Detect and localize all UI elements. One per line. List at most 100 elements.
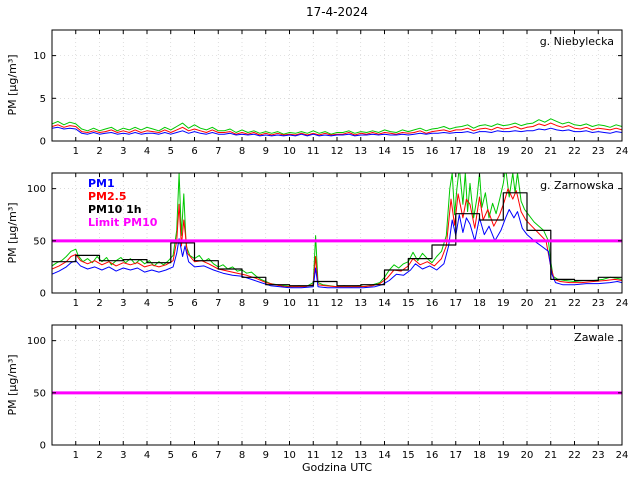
y-axis-label-panel1: PM [µg/m³] (6, 54, 19, 115)
series-pm10-1h (52, 192, 622, 287)
x-tick-label: 14 (378, 146, 391, 157)
x-tick-label: 10 (283, 450, 296, 461)
x-tick-label: 2 (96, 146, 102, 157)
x-tick-label: 17 (449, 450, 462, 461)
x-tick-label: 20 (521, 450, 534, 461)
x-tick-label: 5 (168, 298, 174, 309)
x-tick-label: 17 (449, 146, 462, 157)
legend-item-pm10-1h: PM10 1h (88, 203, 142, 216)
y-tick-label: 0 (40, 137, 46, 148)
x-tick-label: 7 (215, 146, 221, 157)
legend-item-limit-pm10: Limit PM10 (88, 216, 158, 229)
x-tick-label: 10 (283, 146, 296, 157)
x-tick-label: 7 (215, 298, 221, 309)
x-tick-label: 16 (426, 450, 439, 461)
y-axis-label-panel2: PM [µg/m³] (6, 202, 19, 263)
x-tick-label: 5 (168, 146, 174, 157)
y-tick-label: 10 (33, 51, 46, 62)
x-tick-label: 2 (96, 450, 102, 461)
x-tick-label: 15 (402, 146, 415, 157)
x-tick-label: 18 (473, 298, 486, 309)
x-tick-label: 18 (473, 450, 486, 461)
series-pm1 (52, 126, 622, 137)
x-tick-label: 4 (144, 146, 150, 157)
x-tick-label: 13 (354, 146, 367, 157)
x-tick-label: 23 (592, 298, 605, 309)
y-tick-label: 50 (33, 236, 46, 247)
x-tick-label: 17 (449, 298, 462, 309)
x-tick-label: 3 (120, 146, 126, 157)
x-tick-label: 24 (616, 450, 629, 461)
panel-3: 1 2 3 4 5 6 7 8 9 10 11 12 13 14 15 16 17 18 19 20 21 22 23 240… (27, 324, 629, 461)
y-tick-label: 0 (40, 441, 46, 452)
y-tick-label: 0 (40, 289, 46, 300)
series-pm2-5 (52, 188, 622, 288)
x-tick-label: 20 (521, 146, 534, 157)
legend: PM1 PM2.5 PM10 1h Limit PM10 (88, 177, 158, 229)
x-tick-label: 16 (426, 298, 439, 309)
panel-1: 1 2 3 4 5 6 7 8 9 10 11 12 13 14 15 16 17 18 19 20 21 22 23 240… (33, 29, 628, 157)
x-tick-label: 19 (497, 298, 510, 309)
plots-layer: 1 2 3 4 5 6 7 8 9 10 11 12 13 14 15 16 17 18 19 20 21 22 23 240… (27, 29, 629, 461)
series-group (52, 118, 622, 137)
y-tick-label: 50 (33, 388, 46, 399)
x-tick-label: 9 (263, 450, 269, 461)
x-tick-label: 14 (378, 298, 391, 309)
legend-item-pm1: PM1 (88, 177, 115, 190)
y-tick-label: 5 (40, 94, 46, 105)
x-tick-label: 12 (331, 450, 344, 461)
legend-item-pm25: PM2.5 (88, 190, 127, 203)
x-tick-label: 11 (307, 450, 320, 461)
chart-title: 17-4-2024 (306, 5, 368, 19)
series-pm10 (52, 118, 622, 135)
x-tick-label: 22 (568, 146, 581, 157)
x-tick-label: 18 (473, 146, 486, 157)
x-tick-label: 21 (544, 146, 557, 157)
x-tick-label: 1 (73, 298, 79, 309)
x-tick-label: 13 (354, 298, 367, 309)
x-tick-label: 8 (239, 298, 245, 309)
station-label-zarnowska: g. Zarnowska (540, 179, 614, 192)
panel-2: 1 2 3 4 5 6 7 8 9 10 11 12 13 14 15 16 17 18 19 20 21 22 23 240… (27, 172, 628, 309)
x-tick-label: 7 (215, 450, 221, 461)
station-label-niebylecka: g. Niebylecka (540, 35, 614, 48)
x-tick-label: 22 (568, 450, 581, 461)
station-label-zawale: Zawale (574, 331, 614, 344)
series-group (52, 173, 622, 289)
text-layer: 17-4-2024 PM [µg/m³] PM [µg/m³] PM [µg/m… (6, 5, 614, 474)
x-tick-label: 11 (307, 146, 320, 157)
x-tick-label: 20 (521, 298, 534, 309)
x-tick-label: 8 (239, 146, 245, 157)
x-tick-label: 13 (354, 450, 367, 461)
y-tick-label: 100 (27, 336, 46, 347)
x-tick-label: 21 (544, 450, 557, 461)
series-pm1 (52, 209, 622, 289)
x-axis-label: Godzina UTC (302, 461, 372, 474)
x-tick-label: 19 (497, 450, 510, 461)
x-tick-label: 14 (378, 450, 391, 461)
x-tick-label: 12 (331, 298, 344, 309)
x-tick-label: 15 (402, 450, 415, 461)
x-tick-label: 11 (307, 298, 320, 309)
x-tick-label: 3 (120, 298, 126, 309)
x-tick-label: 22 (568, 298, 581, 309)
y-axis-label-panel3: PM [µg/m³] (6, 354, 19, 415)
x-tick-label: 9 (263, 298, 269, 309)
x-tick-label: 8 (239, 450, 245, 461)
x-tick-label: 4 (144, 450, 150, 461)
x-tick-label: 19 (497, 146, 510, 157)
series-pm2-5 (52, 122, 622, 136)
x-tick-label: 3 (120, 450, 126, 461)
x-tick-label: 10 (283, 298, 296, 309)
x-tick-label: 1 (73, 450, 79, 461)
x-tick-label: 5 (168, 450, 174, 461)
x-tick-label: 6 (191, 298, 197, 309)
x-tick-label: 23 (592, 450, 605, 461)
x-tick-label: 6 (191, 450, 197, 461)
x-tick-label: 2 (96, 298, 102, 309)
x-tick-label: 4 (144, 298, 150, 309)
x-tick-label: 23 (592, 146, 605, 157)
x-tick-label: 21 (544, 298, 557, 309)
